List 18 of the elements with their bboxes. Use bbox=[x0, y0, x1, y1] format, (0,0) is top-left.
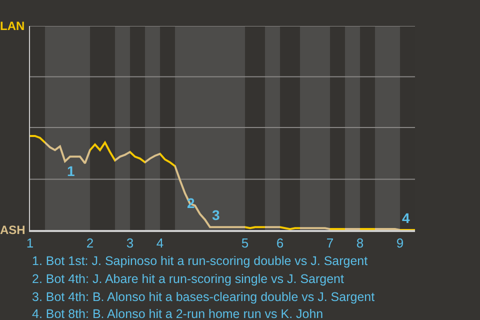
text: 4. Bot 8th: B. Alonso hit a 2-run home run vs K. John bbox=[32, 307, 324, 320]
x-tick-label: 7 bbox=[326, 236, 334, 251]
x-tick-label: 2 bbox=[86, 236, 94, 251]
x-tick-label: 4 bbox=[156, 236, 164, 251]
text: 3. Bot 4th: B. Alonso hit a bases-clearing double vs J. Sargent bbox=[32, 290, 376, 304]
x-tick-label: 8 bbox=[356, 236, 364, 251]
x-tick-label: 6 bbox=[276, 236, 284, 251]
annotation: 1 bbox=[67, 163, 75, 179]
text: LAN bbox=[0, 19, 25, 33]
text: 2. Bot 4th: J. Abare hit a run-scoring single vs J. Sargent bbox=[32, 272, 344, 286]
annotation: 4 bbox=[402, 210, 410, 226]
x-tick-label: 5 bbox=[241, 236, 249, 251]
x-tick-label: 9 bbox=[396, 236, 404, 251]
x-tick-label: 3 bbox=[126, 236, 134, 251]
annotation: 3 bbox=[212, 207, 220, 223]
text: 1. Bot 1st: J. Sapinoso hit a run-scoring double vs J. Sargent bbox=[32, 254, 368, 268]
text: ASH bbox=[0, 223, 26, 237]
x-tick-label: 1 bbox=[26, 236, 34, 251]
